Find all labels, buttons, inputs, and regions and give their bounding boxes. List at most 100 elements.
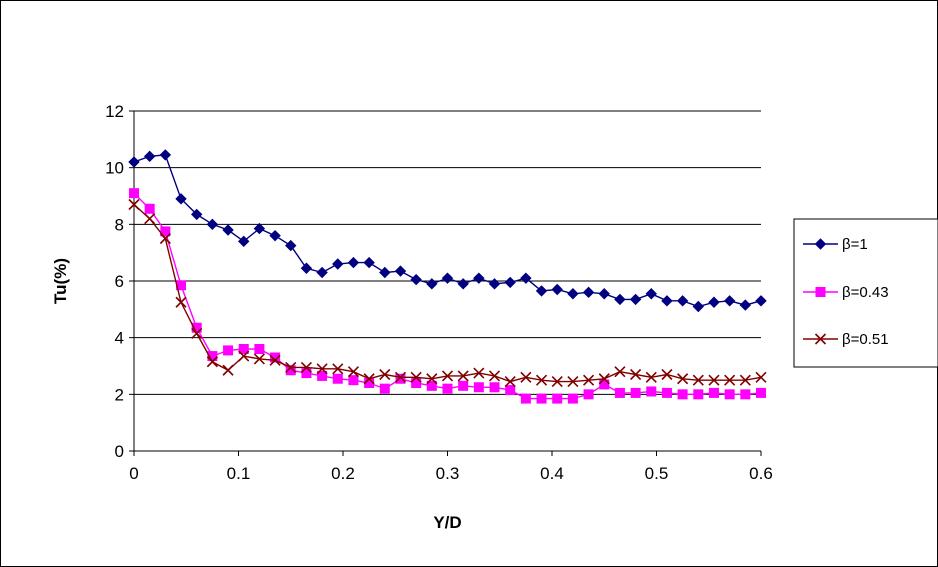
y-tick-label-5: 10 <box>105 159 124 178</box>
data-point-0-28 <box>567 288 579 300</box>
data-point-0-9 <box>269 229 281 242</box>
data-point-0-20 <box>441 272 454 284</box>
data-point-1-32 <box>630 387 641 398</box>
data-point-0-31 <box>614 293 626 306</box>
x-tick-label-0: 0 <box>129 464 138 483</box>
data-point-0-26 <box>535 285 548 297</box>
data-point-2-30 <box>598 373 610 385</box>
data-point-1-37 <box>708 387 719 398</box>
data-point-2-6 <box>222 364 234 376</box>
data-point-1-10 <box>285 365 296 376</box>
data-point-0-38 <box>723 295 736 307</box>
data-point-1-29 <box>583 389 594 400</box>
data-point-1-28 <box>567 393 578 404</box>
data-point-2-21 <box>457 370 469 382</box>
data-point-2-15 <box>363 373 375 385</box>
data-point-0-33 <box>645 288 657 300</box>
data-point-2-22 <box>473 367 485 379</box>
data-point-1-1 <box>144 203 155 214</box>
data-point-1-30 <box>599 379 610 390</box>
legend: β=1 β=0.43 β=0.51 <box>793 218 938 368</box>
data-point-2-25 <box>520 371 532 383</box>
data-point-1-38 <box>724 389 735 400</box>
x-tick-label-4: 0.4 <box>540 464 564 483</box>
data-point-1-8 <box>254 344 265 354</box>
data-point-0-24 <box>504 276 516 289</box>
series-0 <box>128 149 767 313</box>
y-tick-labels: 0 2 4 6 8 10 12 <box>105 102 124 461</box>
data-point-0-15 <box>363 256 375 269</box>
x-tick-label-2: 0.2 <box>331 464 355 483</box>
data-point-2-11 <box>300 361 312 373</box>
x-tick-label-1: 0.1 <box>227 464 251 483</box>
data-point-1-6 <box>223 345 234 356</box>
gridlines <box>134 110 761 395</box>
data-point-2-36 <box>692 374 704 386</box>
data-point-0-22 <box>473 272 485 284</box>
data-point-2-9 <box>269 354 281 366</box>
data-point-2-23 <box>488 370 501 382</box>
data-point-1-40 <box>756 387 766 398</box>
data-point-1-12 <box>317 370 328 381</box>
data-point-1-9 <box>270 352 281 363</box>
data-point-0-13 <box>332 258 344 270</box>
data-point-0-6 <box>222 224 234 236</box>
data-point-1-39 <box>740 389 751 400</box>
legend-marker-2 <box>814 333 827 345</box>
legend-label-1: β=0.43 <box>842 284 889 301</box>
y-tick-label-3: 6 <box>115 272 124 291</box>
data-point-1-7 <box>238 344 249 354</box>
data-point-2-35 <box>677 373 689 385</box>
data-point-2-37 <box>708 374 720 386</box>
data-point-2-5 <box>206 356 218 368</box>
data-point-1-35 <box>677 389 688 400</box>
data-point-1-25 <box>520 393 531 404</box>
data-point-0-7 <box>238 235 250 248</box>
data-point-0-1 <box>143 150 156 163</box>
data-point-2-0 <box>128 198 140 211</box>
series-layer <box>128 149 767 404</box>
data-point-0-12 <box>316 266 328 279</box>
data-point-0-39 <box>739 299 752 311</box>
x-tick-labels: 0 0.1 0.2 0.3 0.4 0.5 0.6 <box>129 464 773 483</box>
data-point-2-40 <box>755 371 767 383</box>
data-point-0-14 <box>347 256 360 269</box>
series-1 <box>129 188 766 404</box>
data-point-2-29 <box>583 374 595 386</box>
data-point-0-19 <box>426 278 438 290</box>
data-point-2-18 <box>410 371 422 383</box>
data-point-2-1 <box>144 213 156 225</box>
data-point-1-16 <box>379 383 390 394</box>
data-point-2-2 <box>159 232 171 245</box>
y-tick-label-6: 12 <box>105 102 124 121</box>
y-tick-label-2: 4 <box>115 329 124 348</box>
data-point-1-36 <box>693 389 704 400</box>
data-point-0-10 <box>285 239 297 252</box>
data-point-0-18 <box>410 273 422 286</box>
data-point-0-0 <box>128 156 140 168</box>
data-point-1-20 <box>442 383 453 394</box>
x-axis-title: Y/D <box>433 513 461 532</box>
y-tick-label-0: 0 <box>115 442 124 461</box>
data-point-2-13 <box>332 363 344 375</box>
legend-label-0: β=1 <box>842 236 868 253</box>
data-point-0-11 <box>300 262 313 274</box>
data-point-1-27 <box>552 393 563 404</box>
data-point-0-34 <box>661 295 673 307</box>
data-point-0-5 <box>206 218 219 231</box>
data-point-0-2 <box>159 149 172 161</box>
data-point-1-11 <box>301 368 312 379</box>
data-point-2-31 <box>614 366 626 378</box>
data-point-0-36 <box>692 300 705 313</box>
data-point-0-21 <box>457 278 469 290</box>
data-point-1-26 <box>536 393 547 404</box>
y-tick-label-4: 8 <box>115 215 124 234</box>
data-point-2-14 <box>347 366 360 378</box>
data-point-0-25 <box>520 272 532 284</box>
y-axis-title: Tu(%) <box>51 258 70 304</box>
data-point-0-4 <box>190 208 203 221</box>
data-point-2-34 <box>661 368 673 381</box>
data-point-0-8 <box>253 222 266 235</box>
x-tick-label-6: 0.6 <box>749 464 773 483</box>
